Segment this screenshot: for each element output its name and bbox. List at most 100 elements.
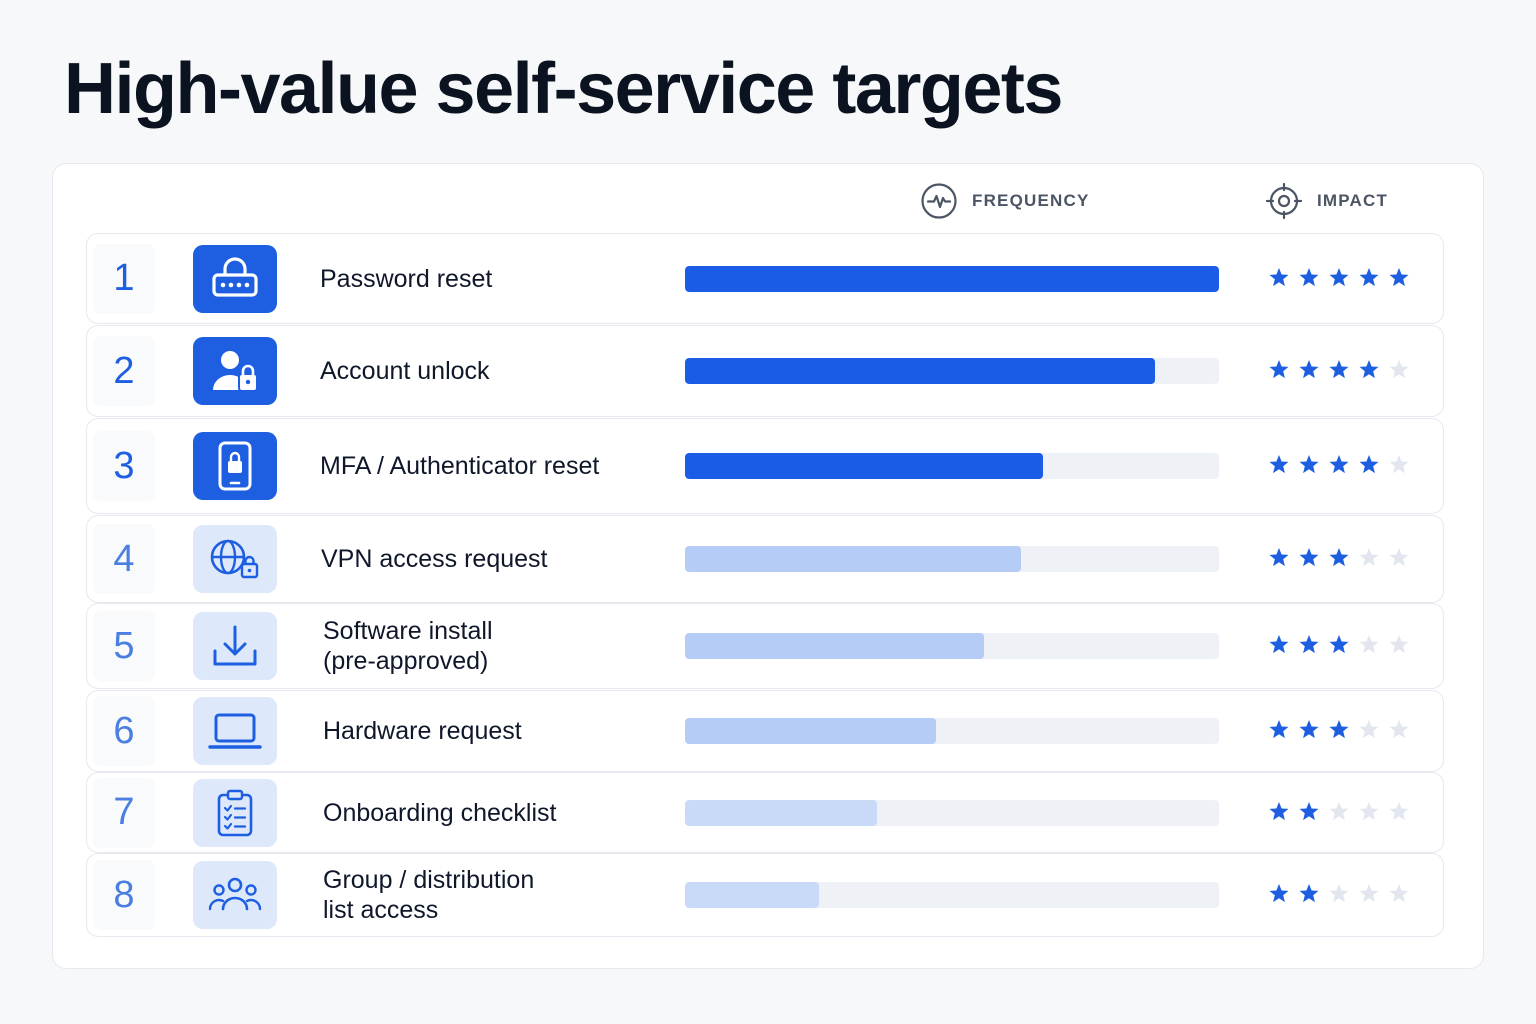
page-title: High-value self-service targets xyxy=(64,49,1063,129)
target-label: Account unlock xyxy=(320,356,490,386)
star-filled-icon xyxy=(1358,358,1380,380)
impact-rating xyxy=(1268,718,1410,740)
target-row: 5 Software install (pre-approved) xyxy=(86,603,1444,689)
star-empty-icon xyxy=(1388,800,1410,822)
frequency-bar-track xyxy=(685,718,1219,744)
target-label: MFA / Authenticator reset xyxy=(320,451,599,481)
star-filled-icon xyxy=(1298,800,1320,822)
star-empty-icon xyxy=(1388,358,1410,380)
target-icon xyxy=(1265,182,1303,220)
rank-number: 3 xyxy=(93,431,155,501)
rank-number: 1 xyxy=(93,243,155,314)
star-empty-icon xyxy=(1388,546,1410,568)
target-label: Onboarding checklist xyxy=(323,798,556,828)
star-filled-icon xyxy=(1328,718,1350,740)
download-icon xyxy=(193,612,277,680)
impact-rating xyxy=(1268,358,1410,380)
frequency-bar-fill xyxy=(685,265,1219,292)
activity-pulse-icon xyxy=(921,183,957,219)
star-empty-icon xyxy=(1358,633,1380,655)
target-label-line: Group / distribution xyxy=(323,866,535,894)
star-empty-icon xyxy=(1358,882,1380,904)
target-row: 1 Password reset xyxy=(86,233,1444,324)
frequency-bar-fill xyxy=(685,633,985,659)
target-row: 3 MFA / Authenticator reset xyxy=(86,418,1444,514)
target-label-line: (pre-approved) xyxy=(323,647,489,675)
star-filled-icon xyxy=(1298,718,1320,740)
target-label-line: Password reset xyxy=(320,264,493,293)
rank-number: 2 xyxy=(93,336,155,406)
impact-column-header: IMPACT xyxy=(1265,182,1388,220)
frequency-bar-track xyxy=(685,633,1219,659)
globe-lock-icon xyxy=(193,525,277,593)
frequency-bar-fill xyxy=(685,358,1155,384)
star-empty-icon xyxy=(1388,633,1410,655)
star-filled-icon xyxy=(1298,358,1320,380)
star-filled-icon xyxy=(1268,633,1290,655)
star-empty-icon xyxy=(1358,800,1380,822)
frequency-bar-track xyxy=(685,799,1219,826)
target-row: 6 Hardware request xyxy=(86,690,1444,772)
star-empty-icon xyxy=(1388,882,1410,904)
star-empty-icon xyxy=(1358,546,1380,568)
star-filled-icon xyxy=(1268,266,1290,288)
target-label: Password reset xyxy=(320,264,492,294)
target-label-line: list access xyxy=(323,896,439,924)
frequency-bar-track xyxy=(685,358,1219,384)
frequency-bar-fill xyxy=(685,718,936,744)
rank-number: 4 xyxy=(93,524,155,594)
user-lock-icon xyxy=(193,337,277,405)
star-filled-icon xyxy=(1358,266,1380,288)
impact-rating xyxy=(1268,633,1410,655)
frequency-label: FREQUENCY xyxy=(972,191,1090,210)
impact-rating xyxy=(1268,453,1410,475)
frequency-bar-track xyxy=(685,265,1219,292)
target-label-line: MFA / Authenticator reset xyxy=(320,452,600,480)
clipboard-checklist-icon xyxy=(193,778,277,847)
laptop-icon xyxy=(193,697,277,765)
frequency-bar-fill xyxy=(685,882,819,908)
star-filled-icon xyxy=(1358,453,1380,475)
star-filled-icon xyxy=(1328,546,1350,568)
target-row: 2 Account unlock xyxy=(86,325,1444,417)
star-empty-icon xyxy=(1328,800,1350,822)
frequency-column-header: FREQUENCY xyxy=(920,182,1090,220)
frequency-bar-fill xyxy=(685,453,1043,479)
star-filled-icon xyxy=(1298,633,1320,655)
star-empty-icon xyxy=(1388,718,1410,740)
rank-number: 8 xyxy=(93,860,155,930)
target-label-line: Hardware request xyxy=(323,717,522,745)
star-empty-icon xyxy=(1388,453,1410,475)
frequency-bar-fill xyxy=(685,546,1022,572)
group-users-icon xyxy=(193,861,277,929)
star-filled-icon xyxy=(1328,633,1350,655)
star-empty-icon xyxy=(1358,718,1380,740)
impact-rating xyxy=(1268,546,1410,568)
star-filled-icon xyxy=(1298,546,1320,568)
rank-number: 6 xyxy=(93,696,155,766)
frequency-bar-track xyxy=(685,882,1219,908)
target-label: Software install (pre-approved) xyxy=(323,616,493,676)
password-lock-icon xyxy=(193,244,277,313)
target-label-line: Onboarding checklist xyxy=(323,798,557,827)
star-filled-icon xyxy=(1298,266,1320,288)
impact-rating xyxy=(1268,266,1410,288)
star-filled-icon xyxy=(1298,453,1320,475)
star-filled-icon xyxy=(1268,800,1290,822)
star-filled-icon xyxy=(1328,358,1350,380)
target-label-line: Software install xyxy=(323,617,493,645)
impact-label: IMPACT xyxy=(1317,191,1389,210)
target-label: Group / distribution list access xyxy=(323,865,534,925)
star-filled-icon xyxy=(1328,453,1350,475)
star-filled-icon xyxy=(1388,266,1410,288)
star-filled-icon xyxy=(1268,882,1290,904)
star-empty-icon xyxy=(1328,882,1350,904)
target-label: Hardware request xyxy=(323,716,522,746)
target-row: 4 VPN access request xyxy=(86,515,1444,603)
star-filled-icon xyxy=(1268,546,1290,568)
frequency-bar-fill xyxy=(685,799,878,826)
star-filled-icon xyxy=(1328,266,1350,288)
frequency-bar-track xyxy=(685,453,1219,479)
target-label-line: VPN access request xyxy=(321,545,548,573)
impact-rating xyxy=(1268,800,1410,822)
